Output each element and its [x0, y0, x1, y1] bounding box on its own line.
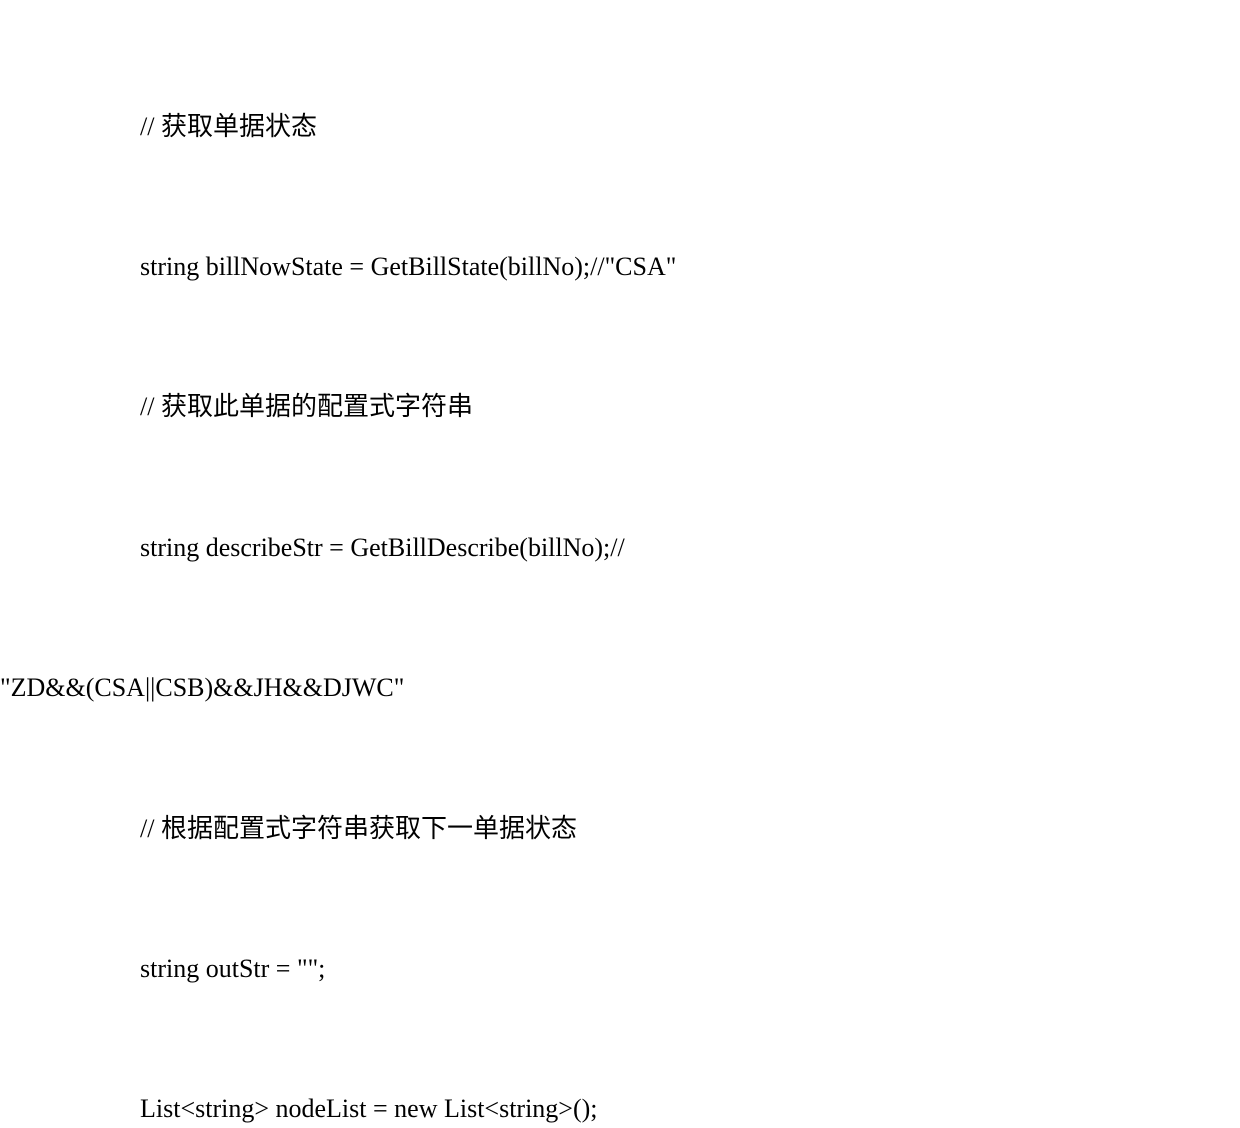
code-line-statement: string billNowState = GetBillState(billN…: [0, 244, 1240, 291]
code-block: // 获取单据状态 string billNowState = GetBillS…: [0, 10, 1240, 1128]
code-line-statement: List<string> nodeList = new List<string>…: [0, 1086, 1240, 1128]
code-line-statement: string describeStr = GetBillDescribe(bil…: [0, 525, 1240, 572]
code-line-comment: // 根据配置式字符串获取下一单据状态: [0, 806, 1240, 853]
code-line-comment: // 获取此单据的配置式字符串: [0, 384, 1240, 431]
code-line-statement: string outStr = "";: [0, 946, 1240, 993]
code-line-comment: // 获取单据状态: [0, 104, 1240, 151]
code-line-continuation: "ZD&&(CSA||CSB)&&JH&&DJWC": [0, 665, 1240, 712]
